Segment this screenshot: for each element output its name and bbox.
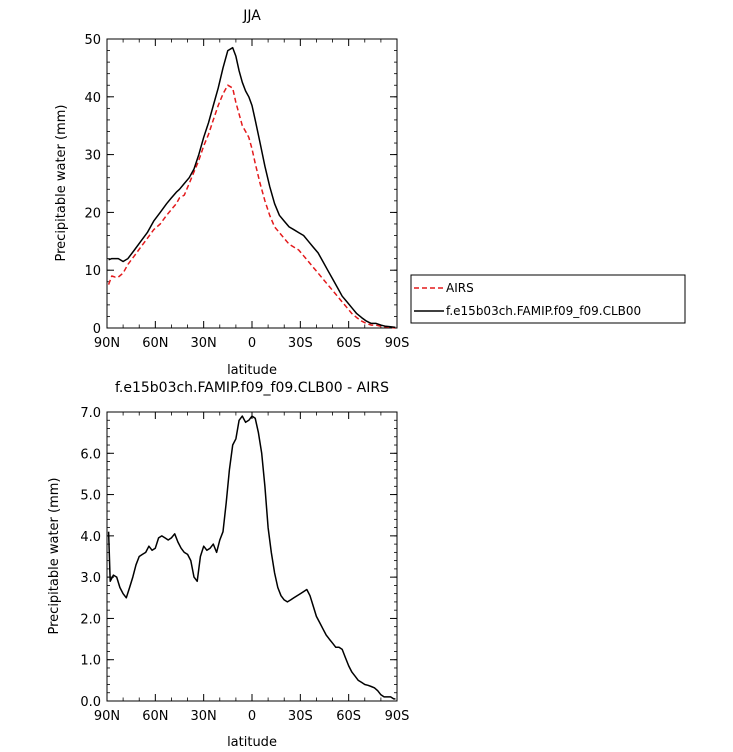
y-tick-label: 7.0: [80, 406, 101, 421]
y-tick-label: 0.0: [80, 695, 101, 710]
y-tick-label: 1.0: [80, 654, 101, 669]
y-tick-label: 30: [84, 149, 101, 164]
x-tick-label: 90N: [94, 709, 120, 724]
y-tick-label: 4.0: [80, 530, 101, 545]
series-line-2: [108, 46, 396, 329]
series-lines: [107, 415, 396, 700]
plot-frame: [106, 38, 398, 329]
y-tick-label: 0: [93, 322, 101, 337]
x-tick-label: 0: [248, 709, 256, 724]
x-tick-label: 60S: [336, 336, 361, 351]
x-tick-label: 30S: [288, 336, 313, 351]
y-tick-label: 10: [84, 264, 101, 279]
x-tick-label: 60N: [142, 709, 168, 724]
chart-difference: f.e15b03ch.FAMIP.f09_f09.CLB00 - AIRS 0.…: [47, 380, 409, 750]
x-tick-label: 0: [248, 336, 256, 351]
y-axis-label: Precipitable water (mm): [54, 105, 69, 262]
y-tick-label: 2.0: [80, 612, 101, 627]
plot-frame: [106, 411, 398, 702]
x-tick-label: 30N: [191, 709, 217, 724]
x-tick-label: 60S: [336, 709, 361, 724]
series-line-1: [107, 415, 396, 700]
y-tick-label: 40: [84, 91, 101, 106]
x-tick-label: 90N: [94, 336, 120, 351]
x-tick-label: 90S: [385, 336, 410, 351]
series-line-1: [107, 84, 396, 329]
x-tick-label: 90S: [385, 709, 410, 724]
y-tick-label: 20: [84, 206, 101, 221]
x-tick-label: 30N: [191, 336, 217, 351]
y-ticks: 0.0 1.0 2.0 3.0 4.0 5.0 6.0 7.0: [80, 406, 397, 710]
x-ticks: 90N 60N 30N 0 30S 60S 90S: [94, 412, 410, 724]
x-axis-label: latitude: [227, 363, 277, 378]
chart-jja: JJA 0 10 20 30 40 50 90N 60N 30N 0 30S 60S 90S lati…: [54, 8, 409, 378]
legend-label-model: f.e15b03ch.FAMIP.f09_f09.CLB00: [446, 304, 641, 318]
x-ticks: 90N 60N 30N 0 30S 60S 90S: [94, 39, 410, 351]
legend-label-airs: AIRS: [446, 281, 474, 295]
x-tick-label: 60N: [142, 336, 168, 351]
x-axis-label: latitude: [227, 735, 277, 750]
y-tick-label: 50: [84, 33, 101, 48]
x-tick-label: 30S: [288, 709, 313, 724]
legend-box: [410, 274, 686, 324]
y-tick-label: 5.0: [80, 489, 101, 504]
legend: AIRS f.e15b03ch.FAMIP.f09_f09.CLB00: [410, 274, 686, 324]
y-tick-label: 3.0: [80, 571, 101, 586]
chart-title: JJA: [242, 8, 261, 24]
y-axis-label: Precipitable water (mm): [47, 478, 62, 635]
y-tick-label: 6.0: [80, 447, 101, 462]
chart-title: f.e15b03ch.FAMIP.f09_f09.CLB00 - AIRS: [115, 380, 389, 396]
y-ticks: 0 10 20 30 40 50: [84, 33, 397, 337]
series-lines: [107, 46, 396, 329]
